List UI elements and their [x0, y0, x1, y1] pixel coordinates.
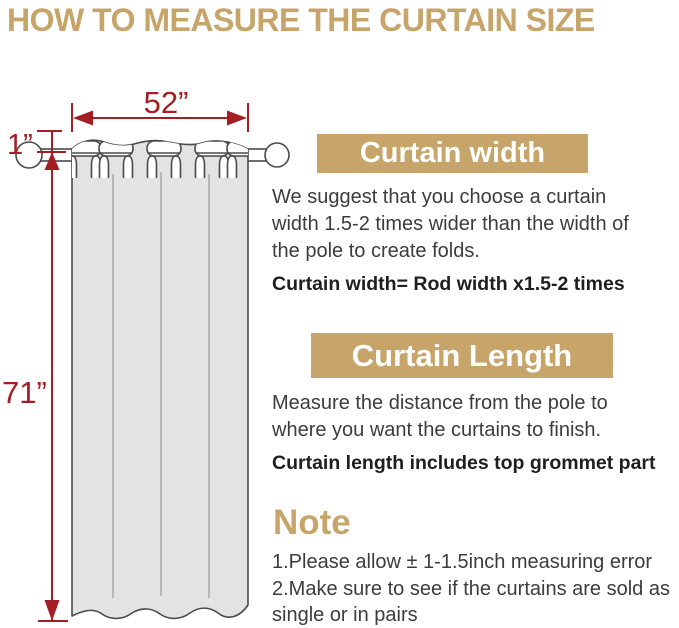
curtain-width-header-label: Curtain width [359, 137, 546, 169]
curtain-length-header-label: Curtain Length [351, 337, 573, 373]
curtain-length-header: Curtain Length [311, 333, 613, 378]
page-title: HOW TO MEASURE THE CURTAIN SIZE [7, 2, 595, 38]
length-dimension: 71” [2, 131, 68, 622]
curtain-width-header: Curtain width [317, 134, 588, 173]
curtain-diagram: 52” 1” 71” [2, 85, 290, 622]
rod-finial-right [264, 142, 290, 168]
width-dimension: 52” [71, 85, 249, 132]
curtain-length-description: Measure the distance from the pole to wh… [272, 392, 608, 441]
top-offset-label: 1” [7, 129, 33, 161]
rod-finial-left [15, 141, 43, 169]
curtain-fold-lines [112, 172, 210, 598]
width-dimension-label: 52” [144, 85, 189, 120]
rod-right [246, 142, 290, 168]
note-list: 1.Please allow ± 1-1.5inch measuring err… [272, 549, 679, 628]
note-item: 2.Make sure to see if the curtains are s… [272, 577, 670, 627]
curtain-length-formula: Curtain length includes top grommet part [272, 452, 656, 474]
length-dimension-label: 71” [2, 375, 47, 410]
note-item: 1.Please allow ± 1-1.5inch measuring err… [272, 551, 653, 573]
curtain-width-formula: Curtain width= Rod width x1.5-2 times [272, 273, 625, 295]
note-heading: Note [273, 503, 351, 542]
curtain-panel [71, 139, 249, 620]
curtain-width-description: We suggest that you choose a curtain wid… [272, 186, 629, 262]
